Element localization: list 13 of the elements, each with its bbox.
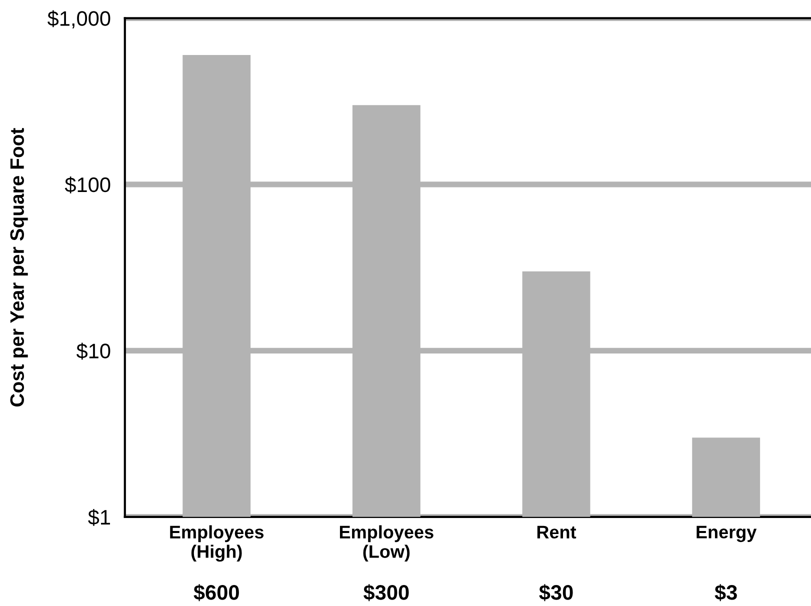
y-tick-label: $1,000	[48, 10, 110, 28]
data-label: $600	[194, 584, 239, 602]
x-tick-label: Energy	[696, 526, 757, 542]
data-label: $3	[714, 584, 737, 602]
y-axis-title: Cost per Year per Square Foot	[10, 128, 28, 406]
x-tick-label: Employees (High)	[170, 525, 264, 562]
x-tick-label: Rent	[537, 526, 576, 539]
data-label: $300	[364, 584, 409, 602]
y-tick-label: $1	[88, 509, 110, 526]
data-label: $30	[539, 584, 573, 602]
y-tick-label: $100	[64, 176, 110, 194]
x-tick-label: Employees (Low)	[340, 525, 434, 562]
y-tick-label: $10	[76, 342, 110, 360]
